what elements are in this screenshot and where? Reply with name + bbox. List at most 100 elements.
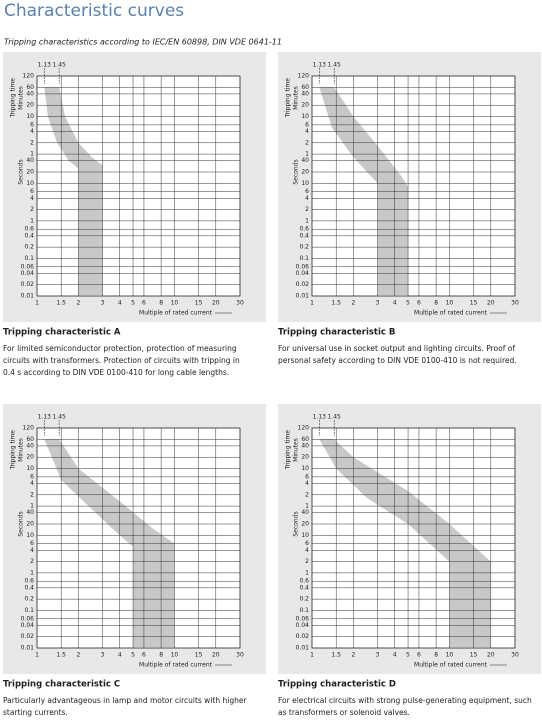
y-tick-label: 0.04	[296, 622, 310, 629]
x-tick-label: 1	[310, 300, 314, 307]
y-tick-label: 120	[298, 73, 310, 80]
x-tick-label: 8	[434, 300, 438, 307]
y-tick-label: 0.02	[21, 633, 35, 640]
y-tick-label: 0.01	[296, 645, 310, 652]
y-tick-label: 6	[30, 473, 34, 480]
y-tick-label: 6	[305, 473, 309, 480]
y-tick-label: 10	[26, 113, 34, 120]
y-tick-label: 0.04	[296, 270, 310, 277]
y-tick-label: 0.4	[299, 584, 309, 591]
y-tick-label: 40	[26, 90, 34, 97]
chart: 12060402010642140201064210.60.40.20.10.0…	[278, 404, 541, 717]
x-tick-label: 1.5	[56, 300, 66, 307]
x-tick-label: 4	[393, 300, 397, 307]
y-tick-label: 0.2	[299, 596, 309, 603]
y-tick-label: 60	[301, 436, 309, 443]
caption-text: personal safety according to DIN VDE 010…	[278, 356, 517, 365]
y-tick-label: 0.2	[24, 244, 34, 251]
x-tick-label: 10	[171, 300, 179, 307]
y-tick-label: 20	[26, 169, 34, 176]
y-tick-label: 10	[301, 113, 309, 120]
limit-label: 1.45	[327, 62, 341, 69]
y-tick-label: 40	[301, 157, 309, 164]
y-tick-label: 2	[30, 139, 34, 146]
y-tick-label: 0.6	[24, 578, 34, 585]
chart: 12060402010642140201064210.60.40.20.10.0…	[278, 52, 541, 365]
y-tick-label: 2	[305, 491, 309, 498]
y-tick-label: 10	[26, 180, 34, 187]
y-tick-label: 20	[301, 521, 309, 528]
limit-label: 1.45	[52, 414, 66, 421]
x-tick-label: 1	[310, 652, 314, 659]
chart: 12060402010642140201064210.60.40.20.10.0…	[3, 404, 266, 717]
x-tick-label: 6	[417, 300, 421, 307]
limit-label: 1.45	[52, 62, 66, 69]
x-tick-label: 20	[212, 300, 220, 307]
y-tick-label: 40	[301, 90, 309, 97]
y-tick-label: 1	[30, 569, 34, 576]
y-tick-label: 0.6	[24, 226, 34, 233]
y-tick-label: 4	[305, 128, 309, 135]
y-tick-label: 2	[305, 139, 309, 146]
x-tick-label: 15	[195, 300, 203, 307]
x-tick-label: 5	[406, 652, 410, 659]
x-tick-label: 3	[376, 652, 380, 659]
y-axis-label: Tripping time	[285, 430, 292, 471]
trip-band	[44, 439, 175, 648]
y-tick-label: 20	[26, 521, 34, 528]
trip-band	[44, 87, 103, 296]
x-tick-label: 6	[142, 300, 146, 307]
y-tick-label: 20	[26, 102, 34, 109]
y-tick-label: 10	[26, 465, 34, 472]
trip-band	[319, 439, 491, 648]
limit-label: 1.13	[38, 414, 52, 421]
y-tick-label: 40	[26, 509, 34, 516]
x-tick-label: 4	[118, 300, 122, 307]
y-tick-label: 0.4	[299, 232, 309, 239]
x-tick-label: 4	[393, 652, 397, 659]
x-tick-label: 8	[434, 652, 438, 659]
y-tick-label: 20	[301, 454, 309, 461]
y-tick-label: 10	[301, 532, 309, 539]
caption-text: starting currents.	[3, 708, 68, 717]
y-tick-label: 6	[305, 121, 309, 128]
y-axis-label: Tripping time	[10, 78, 17, 119]
y-tick-label: 20	[301, 102, 309, 109]
y-tick-label: 0.6	[299, 578, 309, 585]
x-axis-label: Multiple of rated current	[414, 310, 488, 317]
y-tick-label: 0.02	[21, 281, 35, 288]
x-tick-label: 1	[35, 652, 39, 659]
limit-label: 1.45	[327, 414, 341, 421]
y-tick-label: 0.2	[24, 596, 34, 603]
y-tick-label: 2	[30, 206, 34, 213]
y-tick-label: 40	[301, 509, 309, 516]
y-tick-label: 0.01	[296, 293, 310, 300]
x-tick-label: 8	[159, 652, 163, 659]
x-tick-label: 1.5	[331, 300, 341, 307]
y-tick-label: 0.1	[24, 607, 34, 614]
caption-text: Particularly advantageous in lamp and mo…	[3, 696, 247, 705]
y-seconds-label: Seconds	[18, 159, 25, 184]
page-title: Characteristic curves	[4, 1, 184, 21]
x-tick-label: 30	[236, 300, 244, 307]
y-tick-label: 60	[26, 436, 34, 443]
caption-text: For electrical circuits with strong puls…	[278, 696, 532, 705]
y-tick-label: 4	[305, 480, 309, 487]
caption-heading: Tripping characteristic C	[3, 680, 120, 690]
x-tick-label: 5	[131, 652, 135, 659]
y-tick-label: 6	[30, 540, 34, 547]
y-tick-label: 40	[301, 442, 309, 449]
x-tick-label: 20	[487, 652, 495, 659]
y-tick-label: 0.04	[21, 270, 35, 277]
y-tick-label: 40	[26, 442, 34, 449]
x-tick-label: 30	[511, 652, 519, 659]
x-tick-label: 2	[76, 652, 80, 659]
y-tick-label: 2	[305, 558, 309, 565]
y-tick-label: 0.1	[299, 607, 309, 614]
x-tick-label: 3	[376, 300, 380, 307]
x-tick-label: 1.5	[331, 652, 341, 659]
y-tick-label: 0.01	[21, 293, 35, 300]
trip-band	[319, 87, 409, 296]
